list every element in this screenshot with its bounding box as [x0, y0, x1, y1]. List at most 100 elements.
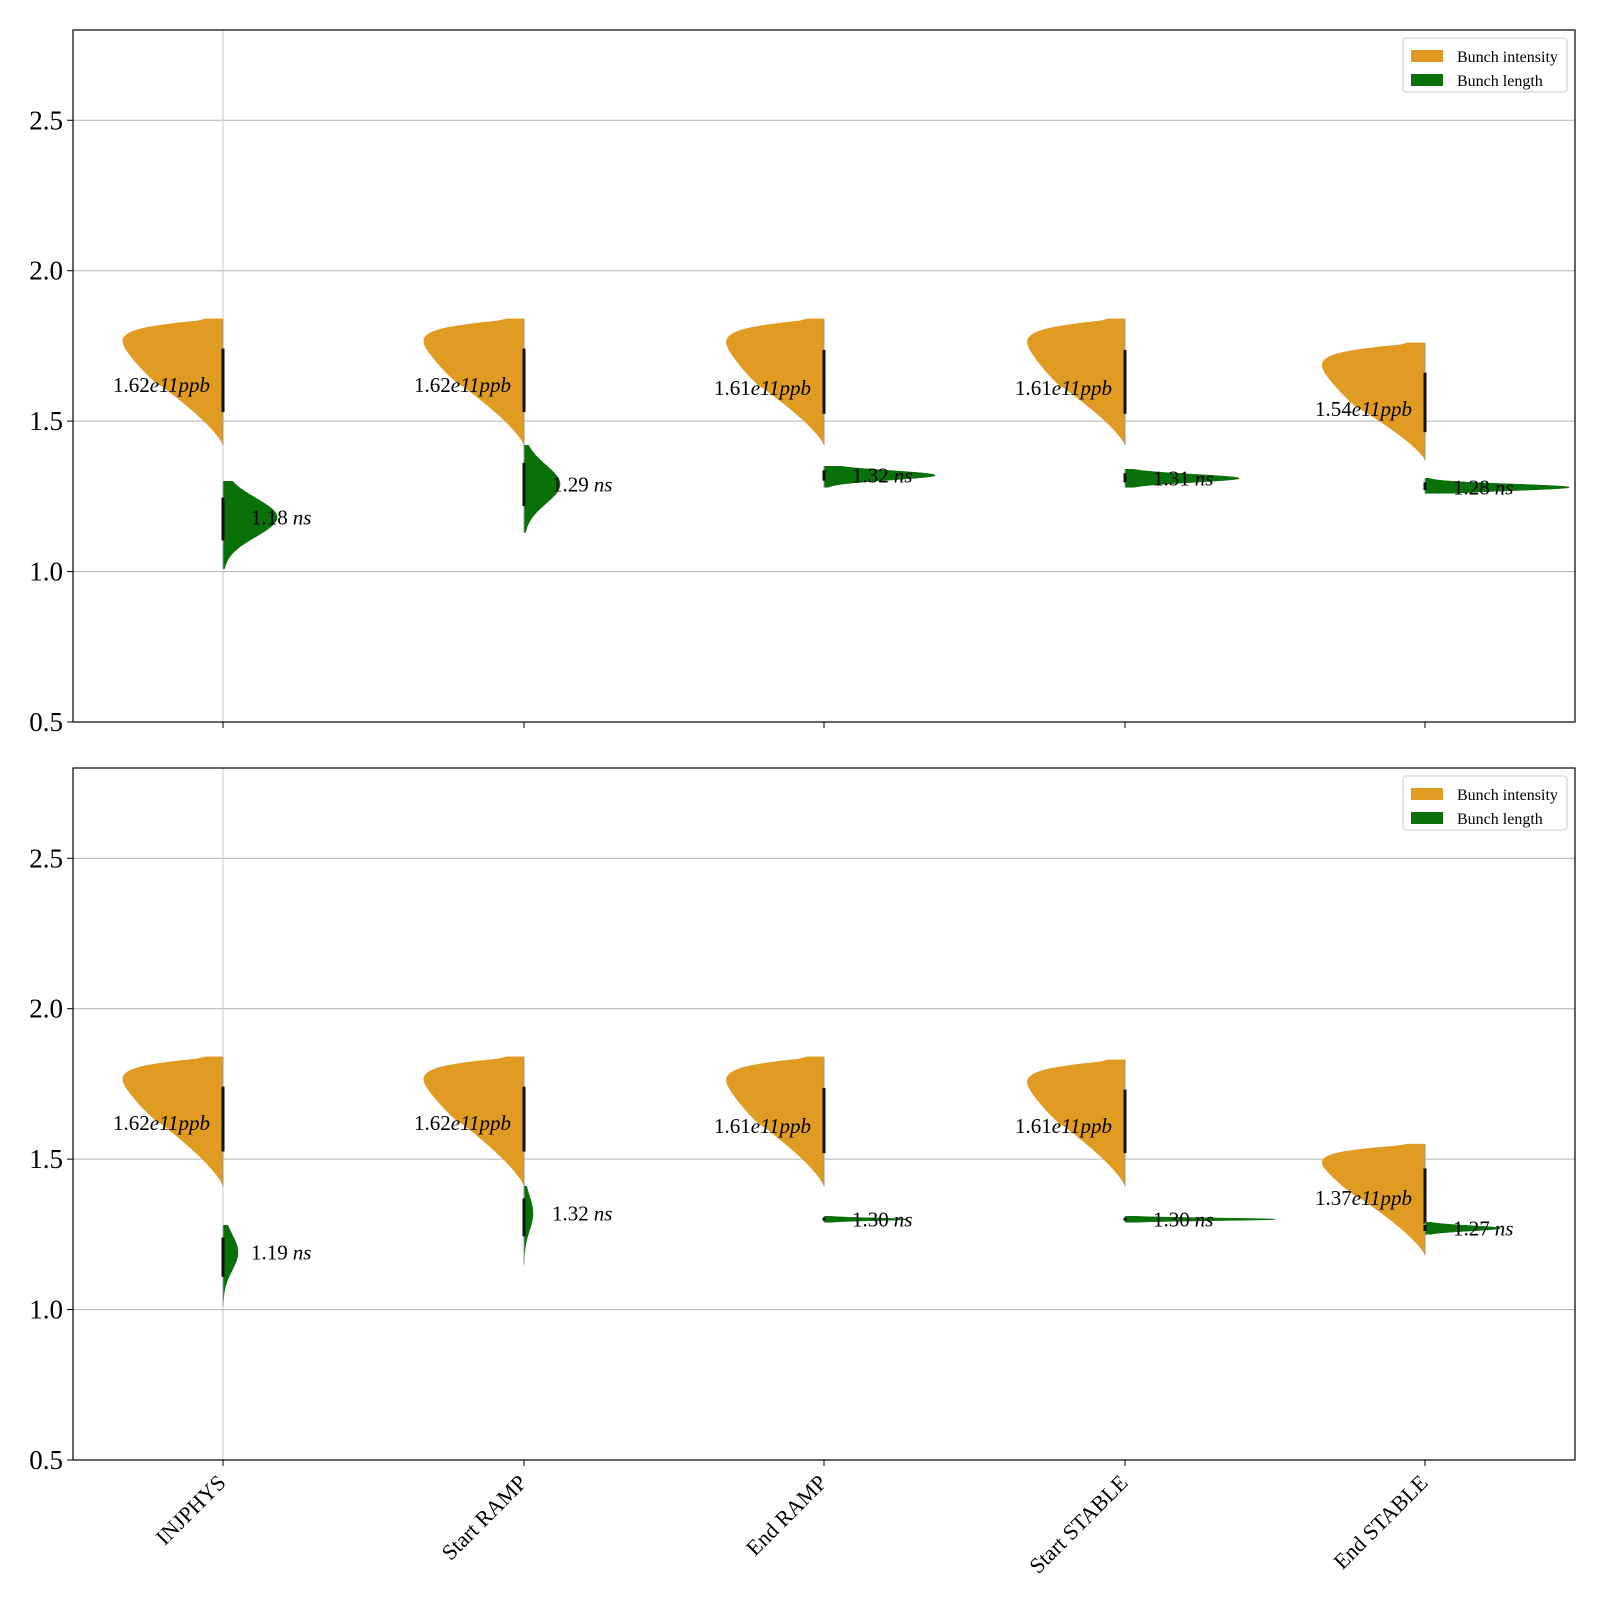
legend-entry: Bunch length [1457, 811, 1543, 828]
value-label-number: 1.61 [714, 376, 751, 400]
legend-swatch [1411, 50, 1443, 62]
value-label-unit: ns [594, 472, 613, 496]
value-label-number: 1.54 [1315, 397, 1352, 421]
value-label-number: 1.30 [1153, 1207, 1190, 1231]
y-tick-label: 0.5 [29, 1445, 63, 1475]
value-label-number: 1.61 [1015, 376, 1052, 400]
legend-swatch [1411, 788, 1443, 800]
y-tick-label: 1.0 [29, 1295, 63, 1325]
value-label-number: 1.61 [1015, 1114, 1052, 1138]
violin-length-2 [823, 1216, 909, 1223]
legend-entry: Bunch length [1457, 73, 1543, 90]
value-label-unit: ns [1195, 466, 1214, 490]
violin-intensity-2 [726, 318, 825, 446]
value-label-unit: ns [293, 1240, 312, 1264]
value-label-number: 1.61 [714, 1114, 751, 1138]
value-label-unit: ns [1495, 1216, 1514, 1240]
y-tick-label: 2.0 [29, 994, 63, 1024]
value-label-unit: e11ppb [451, 1111, 511, 1135]
value-label-number: 1.18 [251, 505, 288, 529]
value-label-number: 1.62 [414, 1111, 451, 1135]
panel-2: 0.51.01.52.02.51.62e11ppb 1.62e11ppb 1.61e… [29, 767, 1576, 1578]
value-label: 1.54e11ppb [1315, 397, 1412, 421]
value-label: 1.62e11ppb [113, 373, 210, 397]
violin-intensity-4 [1321, 342, 1426, 461]
value-label: 1.62e11ppb [113, 1111, 210, 1135]
x-tick-label: Start STABLE [1024, 1470, 1132, 1578]
violin-intensity-3 [1027, 318, 1126, 446]
value-label: 1.28 ns [1453, 475, 1513, 499]
violin-intensity-0 [122, 318, 224, 446]
value-label-number: 1.32 [552, 1201, 589, 1225]
value-label-unit: ns [1195, 1207, 1214, 1231]
value-label: 1.62e11ppb [414, 373, 511, 397]
value-label: 1.61e11ppb [1015, 376, 1112, 400]
value-label: 1.19 ns [251, 1240, 311, 1264]
value-label-unit: e11ppb [150, 373, 210, 397]
value-label-unit: e11ppb [751, 376, 811, 400]
value-label-unit: e11ppb [1352, 397, 1412, 421]
value-label-unit: ns [293, 505, 312, 529]
series-bunch-length: 1.19 ns1.32 ns 1.30 ns 1.30 ns 1.27 ns [221, 1185, 1513, 1307]
value-label-number: 1.27 [1453, 1216, 1490, 1240]
value-label: 1.62e11ppb [414, 1111, 511, 1135]
value-label-number: 1.62 [113, 373, 150, 397]
series-bunch-intensity: 1.62e11ppb 1.62e11ppb 1.61e11ppb 1.61e11ppb… [113, 1056, 1427, 1256]
violin-length-1 [523, 1185, 534, 1265]
legend-box [1402, 775, 1568, 831]
violin-length-1 [523, 444, 561, 533]
violin-length-2 [823, 466, 936, 488]
violin-length-3 [1124, 469, 1240, 488]
value-label-unit: e11ppb [751, 1114, 811, 1138]
violin-length-0 [222, 481, 278, 569]
value-label: 1.32 ns [552, 1201, 612, 1225]
value-label-unit: ns [894, 1207, 913, 1231]
legend-box [1402, 37, 1568, 93]
value-label-number: 1.32 [852, 463, 889, 487]
violin-intensity-4 [1321, 1143, 1426, 1256]
value-label: 1.30 ns [1153, 1207, 1213, 1231]
legend-entry: Bunch intensity [1457, 787, 1558, 804]
value-label-unit: ns [594, 1201, 613, 1225]
x-tick-label: Start RAMP [436, 1470, 531, 1565]
value-label-number: 1.37 [1315, 1186, 1352, 1210]
legend: Bunch intensity Bunch length [1402, 775, 1568, 831]
value-label: 1.37e11ppb [1315, 1186, 1412, 1210]
value-label: 1.30 ns [852, 1207, 912, 1231]
value-label: 1.27 ns [1453, 1216, 1513, 1240]
value-label: 1.61e11ppb [714, 1114, 811, 1138]
violin-intensity-2 [726, 1056, 825, 1187]
value-label-unit: ns [894, 463, 913, 487]
value-label: 1.18 ns [251, 505, 311, 529]
violin-intensity-0 [122, 1056, 224, 1187]
y-tick-label: 1.5 [29, 406, 63, 436]
violin-intensity-1 [423, 318, 525, 446]
y-tick-label: 2.5 [29, 843, 63, 873]
violin-intensity-1 [423, 1056, 525, 1187]
value-label-unit: e11ppb [1352, 1186, 1412, 1210]
value-label-number: 1.28 [1453, 475, 1490, 499]
value-label-unit: e11ppb [150, 1111, 210, 1135]
violin-length-0 [222, 1225, 239, 1307]
value-label: 1.29 ns [552, 472, 612, 496]
legend-swatch [1411, 812, 1443, 824]
value-label-unit: e11ppb [1052, 376, 1112, 400]
series-bunch-length: 1.18 ns1.29 ns 1.32 ns 1.31 ns 1.28 ns [221, 444, 1570, 569]
y-tick-label: 2.0 [29, 256, 63, 286]
value-label-unit: e11ppb [451, 373, 511, 397]
violin-length-3 [1124, 1216, 1276, 1223]
y-tick-label: 0.5 [29, 707, 63, 737]
value-label-number: 1.29 [552, 472, 589, 496]
x-tick-label: INJPHYS [151, 1470, 231, 1550]
violin-length-4 [1424, 1222, 1501, 1235]
y-tick-label: 1.5 [29, 1144, 63, 1174]
y-tick-label: 2.5 [29, 105, 63, 135]
legend-entry: Bunch intensity [1457, 49, 1558, 66]
x-tick-label: End RAMP [741, 1470, 832, 1561]
value-label: 1.32 ns [852, 463, 912, 487]
value-label-number: 1.30 [852, 1207, 889, 1231]
value-label: 1.31 ns [1153, 466, 1213, 490]
series-bunch-intensity: 1.62e11ppb 1.62e11ppb 1.61e11ppb 1.61e11ppb… [113, 318, 1427, 461]
value-label: 1.61e11ppb [1015, 1114, 1112, 1138]
legend-swatch [1411, 74, 1443, 86]
